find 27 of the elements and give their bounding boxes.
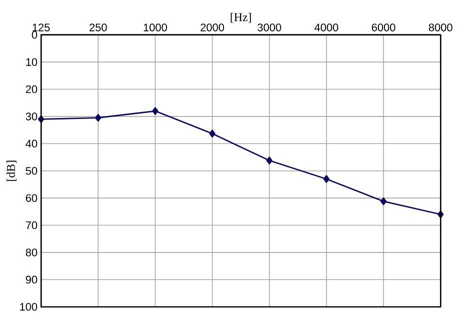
y-tick-label: 30 bbox=[26, 112, 38, 120]
y-tick-label: 100 bbox=[20, 302, 38, 311]
point bbox=[266, 156, 272, 164]
y-tick-label: 40 bbox=[26, 140, 38, 148]
x-tick-label: 8000 bbox=[428, 24, 452, 32]
x-tick-label: 125 bbox=[32, 24, 50, 32]
point bbox=[152, 107, 158, 115]
y-tick-label: 90 bbox=[26, 276, 38, 284]
y-axis-title: [dB] bbox=[6, 160, 16, 181]
x-tick-label: 6000 bbox=[372, 24, 396, 32]
x-tick-label: 250 bbox=[90, 24, 107, 32]
y-tick-label: 20 bbox=[26, 85, 38, 94]
y-tick-label: 80 bbox=[26, 248, 38, 256]
x-tick-label: 1000 bbox=[144, 24, 167, 32]
y-tick-label: 0 bbox=[32, 30, 38, 39]
x-axis-title: [Hz] bbox=[230, 12, 251, 23]
x-tick-label: 2000 bbox=[200, 24, 224, 32]
point bbox=[323, 175, 330, 183]
point bbox=[95, 114, 102, 122]
y-tick-label: 70 bbox=[26, 221, 38, 230]
x-tick-label: 3000 bbox=[258, 24, 282, 32]
x-tick-label: 4000 bbox=[314, 24, 338, 32]
y-tick-label: 50 bbox=[26, 166, 38, 175]
y-tick-label: 10 bbox=[26, 58, 38, 66]
point bbox=[209, 130, 216, 138]
y-tick-label: 60 bbox=[26, 194, 38, 202]
point bbox=[380, 197, 387, 206]
